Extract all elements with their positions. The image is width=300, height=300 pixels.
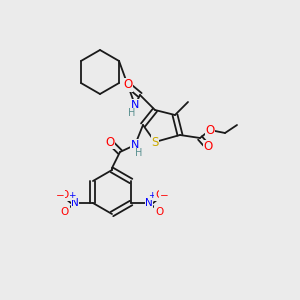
Text: O: O [123,79,133,92]
Text: O: O [105,136,115,148]
Text: N: N [145,198,153,208]
Text: S: S [151,136,159,148]
Text: O: O [61,190,69,200]
Text: −: − [160,191,168,201]
Text: O: O [155,207,163,217]
Text: H: H [128,108,136,118]
Text: O: O [206,124,214,136]
Text: O: O [155,190,163,200]
Text: N: N [131,140,139,150]
Text: +: + [148,190,156,200]
Text: N: N [131,100,139,110]
Text: O: O [61,207,69,217]
Text: +: + [68,190,76,200]
Text: O: O [203,140,213,154]
Text: −: − [56,191,64,201]
Text: H: H [135,148,143,158]
Text: N: N [71,198,79,208]
